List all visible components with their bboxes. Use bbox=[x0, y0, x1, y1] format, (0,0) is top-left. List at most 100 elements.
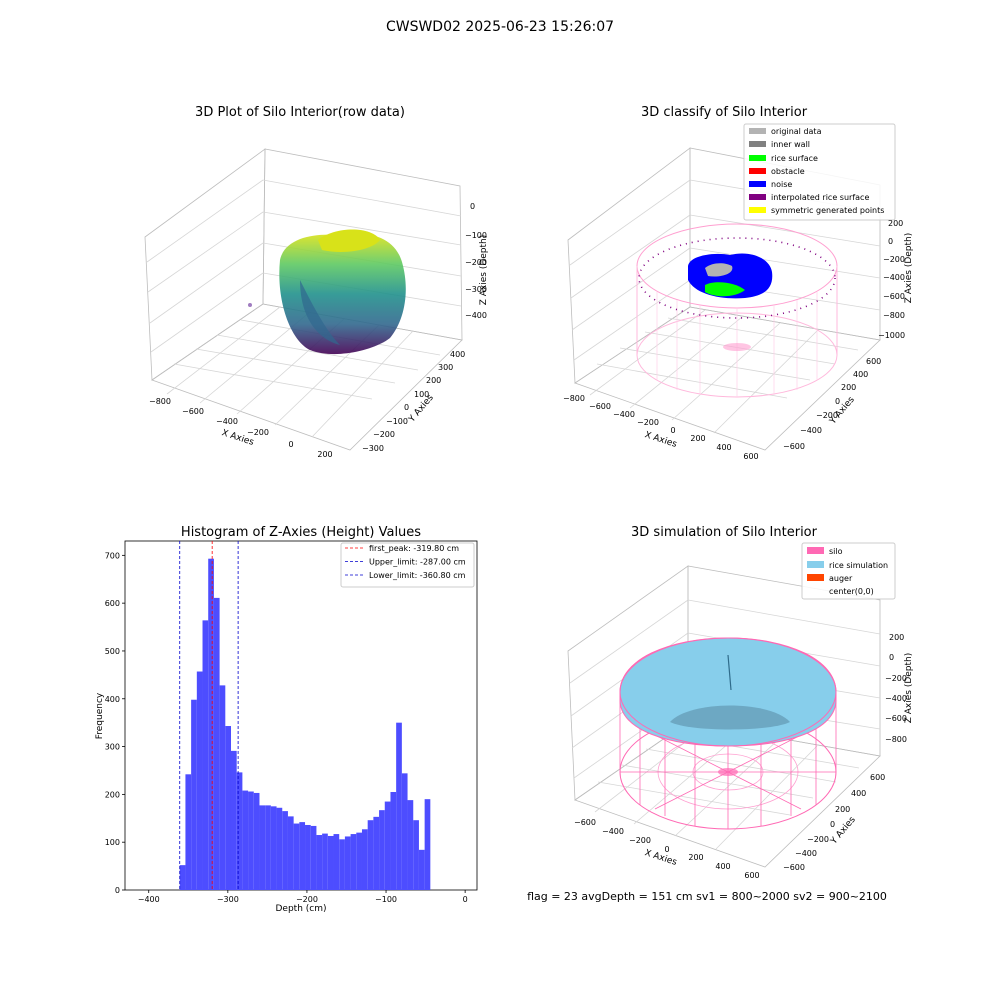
legend-entry: center(0,0) bbox=[829, 587, 874, 596]
histogram-bar bbox=[407, 800, 414, 890]
classify-xtick: 0 bbox=[670, 426, 675, 435]
histogram-bar bbox=[265, 805, 271, 890]
legend-swatch bbox=[749, 168, 766, 174]
raw-xtick: −400 bbox=[216, 417, 238, 426]
histogram-bar bbox=[208, 558, 214, 890]
legend-label: auger bbox=[829, 574, 853, 583]
histogram-y-tick-label: 400 bbox=[105, 695, 120, 704]
raw-ytick: 400 bbox=[450, 350, 465, 359]
raw-cloud-top bbox=[318, 229, 380, 252]
histogram-bar bbox=[225, 726, 231, 890]
histogram-bars bbox=[179, 558, 431, 890]
sim-xtick: −600 bbox=[574, 818, 596, 827]
legend-entry: rice simulation bbox=[807, 561, 888, 570]
histogram-y-tick-label: 600 bbox=[105, 599, 120, 608]
histogram-y-tick-label: 300 bbox=[105, 743, 120, 752]
histogram-bar bbox=[367, 820, 374, 890]
sim-xtick: −400 bbox=[602, 827, 624, 836]
legend-swatch bbox=[749, 181, 766, 187]
panel-simulation-rice bbox=[619, 637, 837, 747]
raw-xtick: −200 bbox=[247, 428, 269, 437]
histogram-bar bbox=[350, 834, 357, 890]
legend-swatch bbox=[807, 561, 824, 568]
histogram-bar bbox=[373, 816, 380, 890]
histogram-x-tick-label: −200 bbox=[296, 895, 318, 904]
histogram-y-tick-label: 0 bbox=[115, 886, 120, 895]
histogram-bar bbox=[287, 816, 294, 890]
histogram-y-tick-label: 100 bbox=[105, 838, 120, 847]
sim-ytick: 400 bbox=[851, 789, 866, 798]
histogram-bar bbox=[196, 671, 203, 890]
classify-ytick: 200 bbox=[841, 383, 856, 392]
histogram-bar bbox=[185, 774, 192, 890]
panel-classify-legend: original data inner wall rice surface ob… bbox=[743, 123, 896, 221]
panel-raw-title: 3D Plot of Silo Interior(row data) bbox=[195, 105, 405, 120]
histogram-x-ticks: −400 −300 −200 −100 0 bbox=[138, 890, 468, 904]
histogram-legend: first_peak: -319.80 cm Upper_limit: -287.… bbox=[340, 542, 475, 588]
histogram-bar bbox=[299, 822, 306, 890]
legend-swatch bbox=[749, 128, 766, 134]
histogram-bar bbox=[327, 835, 334, 890]
panel-raw-pointcloud bbox=[248, 229, 406, 355]
panel-classify-points bbox=[688, 253, 773, 299]
raw-ytick: 100 bbox=[414, 390, 429, 399]
classify-ztick: −800 bbox=[883, 311, 905, 320]
histogram-bar bbox=[390, 791, 397, 890]
legend-box bbox=[743, 123, 896, 221]
legend-box bbox=[340, 542, 475, 588]
histogram-bar bbox=[191, 699, 197, 890]
classify-ztick: −600 bbox=[883, 292, 905, 301]
legend-label: original data bbox=[771, 127, 822, 136]
legend-label: obstacle bbox=[771, 167, 805, 176]
histogram-y-ticks: 0 100 200 300 400 500 600 700 bbox=[105, 551, 125, 895]
legend-entry: noise bbox=[749, 180, 792, 189]
legend-swatch bbox=[749, 207, 766, 213]
sim-ytick: 0 bbox=[830, 820, 835, 829]
legend-swatch bbox=[807, 547, 824, 554]
histogram-legend-label: Upper_limit: -287.00 cm bbox=[369, 558, 466, 567]
sim-ytick: 200 bbox=[835, 805, 850, 814]
histogram-y-tick-label: 500 bbox=[105, 647, 120, 656]
classify-interpolated-surface bbox=[638, 237, 836, 319]
histogram-bar bbox=[242, 790, 249, 890]
histogram-bar bbox=[179, 865, 186, 890]
histogram-bar bbox=[316, 835, 323, 890]
panel-classify-grid bbox=[569, 179, 881, 434]
histogram-bar bbox=[379, 810, 385, 890]
histogram-x-tick-label: −400 bbox=[138, 895, 160, 904]
histogram-bar bbox=[413, 820, 419, 890]
histogram-title: Histogram of Z-Axies (Height) Values bbox=[181, 525, 421, 540]
panel-raw-zlabel: Z Axies (Depth) bbox=[479, 235, 489, 306]
raw-ytick: −300 bbox=[362, 444, 384, 453]
sim-silo-bottom-center bbox=[718, 768, 738, 776]
classify-ytick: −600 bbox=[783, 442, 805, 451]
raw-ztick: −300 bbox=[465, 285, 487, 294]
panel-raw-xticks: −800 −600 −400 −200 0 200 bbox=[149, 397, 333, 459]
raw-outlier-point bbox=[248, 303, 252, 307]
histogram-bar bbox=[333, 834, 340, 890]
histogram-bar bbox=[396, 722, 402, 890]
histogram-bar bbox=[305, 824, 311, 890]
histogram-xlabel: Depth (cm) bbox=[275, 904, 326, 914]
classify-xtick: 600 bbox=[743, 452, 758, 461]
classify-ytick: −400 bbox=[800, 426, 822, 435]
histogram-bar bbox=[230, 750, 237, 890]
classify-ztick: 200 bbox=[888, 219, 903, 228]
histogram-bar bbox=[248, 791, 254, 890]
panel-simulation-xticks: −600 −400 −200 0 200 400 600 bbox=[574, 818, 760, 880]
legend-swatch bbox=[807, 574, 824, 581]
legend-label: rice surface bbox=[771, 154, 818, 163]
classify-ztick: 0 bbox=[888, 237, 893, 246]
histogram-panel: Histogram of Z-Axies (Height) Values −40… bbox=[95, 525, 478, 914]
panel-simulation-zticks: 200 0 −200 −400 −600 −800 bbox=[885, 633, 907, 744]
histogram-bar bbox=[344, 836, 351, 890]
sim-ytick: −400 bbox=[795, 849, 817, 858]
histogram-bar bbox=[202, 620, 209, 890]
legend-label: noise bbox=[771, 180, 792, 189]
legend-label: center(0,0) bbox=[829, 587, 874, 596]
panel-classify-silo bbox=[636, 223, 838, 398]
panel-simulation-zlabel: Z Axies (Depth) bbox=[904, 653, 914, 724]
sim-ztick: −400 bbox=[885, 694, 907, 703]
raw-ytick: 200 bbox=[426, 376, 441, 385]
histogram-bar bbox=[253, 792, 260, 890]
